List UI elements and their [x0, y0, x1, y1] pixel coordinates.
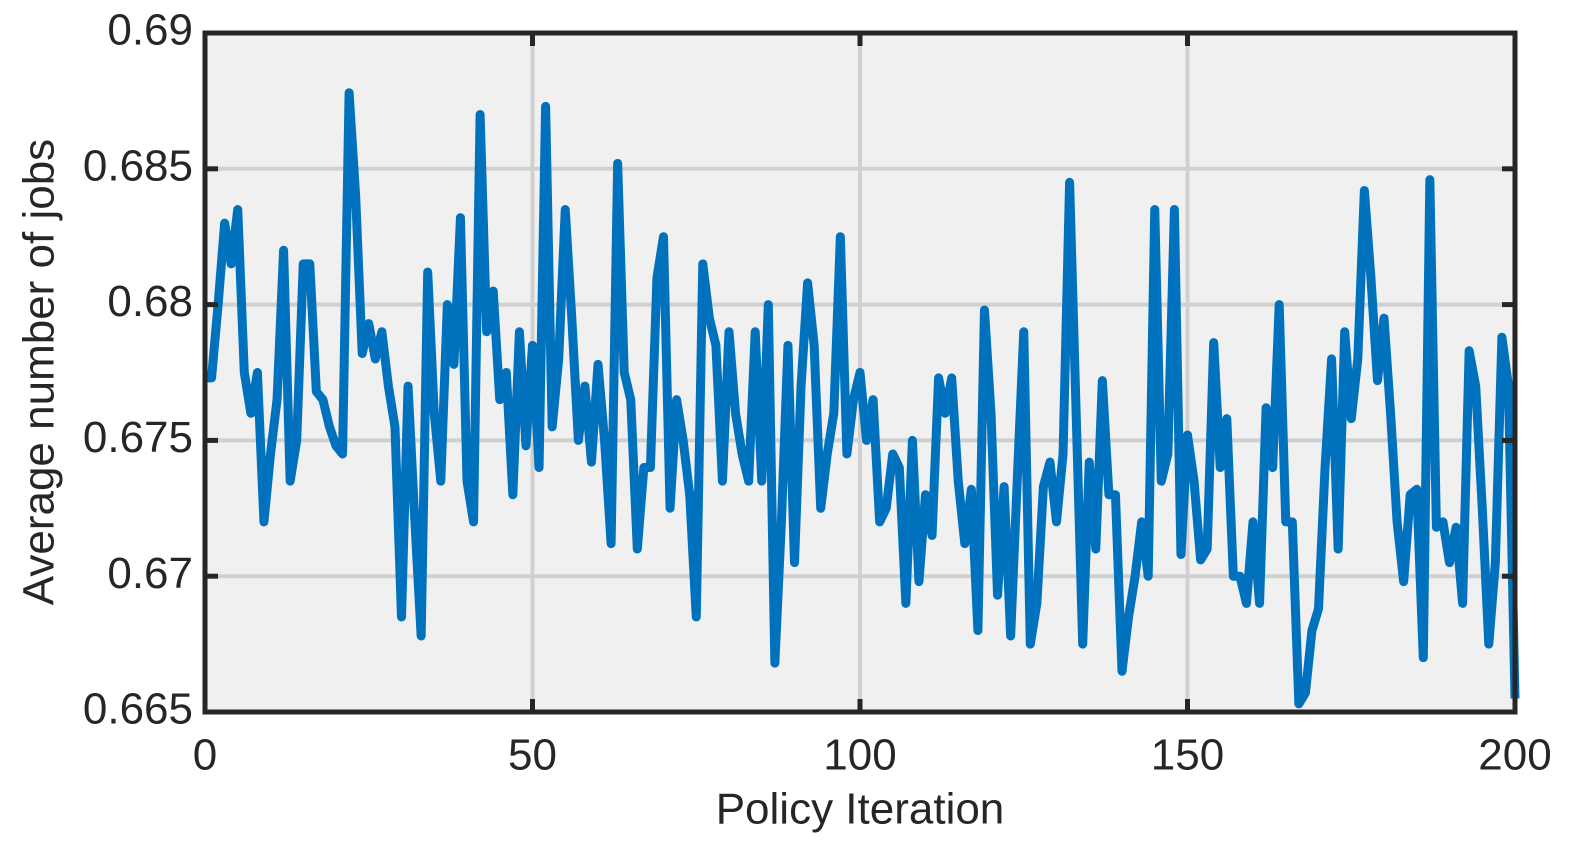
- x-tick-label: 200: [1478, 731, 1551, 780]
- x-tick-label: 100: [823, 731, 896, 780]
- y-tick-label: 0.665: [83, 685, 193, 734]
- y-tick-label: 0.685: [83, 141, 193, 190]
- y-tick-label: 0.68: [107, 277, 193, 326]
- x-tick-label: 150: [1151, 731, 1224, 780]
- x-tick-label: 0: [193, 731, 217, 780]
- y-tick-label: 0.67: [107, 549, 193, 598]
- x-axis-label: Policy Iteration: [716, 785, 1005, 834]
- y-tick-label: 0.675: [83, 413, 193, 462]
- x-tick-label: 50: [508, 731, 557, 780]
- data-line: [205, 88, 1520, 709]
- y-tick-label: 0.69: [107, 6, 193, 55]
- y-axis-label: Average number of jobs: [15, 139, 64, 605]
